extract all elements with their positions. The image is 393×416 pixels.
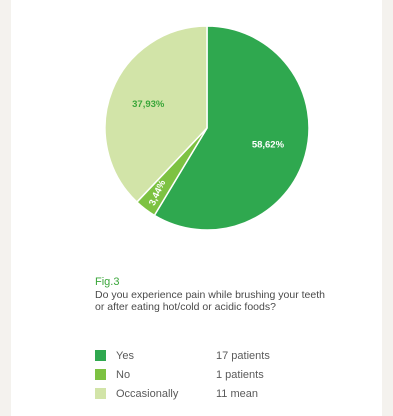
legend-count-no: 1 patients [216, 368, 264, 381]
pie-slice-yes [153, 25, 310, 231]
survey-question: Do you experience pain while brushing yo… [95, 289, 325, 313]
figure-card: 58,62% 3,44% 37,93% Fig.3 Do you experienc… [11, 0, 382, 416]
legend-label-occasionally: Occasionally [116, 387, 179, 400]
pie-label-yes: 58,62% [252, 139, 285, 150]
legend-label-no: No [116, 368, 131, 381]
legend-swatch-no [95, 369, 106, 380]
figure-label: Fig.3 [95, 276, 120, 288]
legend-count-occasionally: 11 mean [216, 387, 258, 400]
legend-count-yes: 17 patients [216, 349, 270, 362]
legend-swatch-occasionally [95, 388, 106, 399]
legend-item-occasionally: Occasionally 11 mean [95, 384, 325, 403]
legend-item-yes: Yes 17 patients [95, 346, 325, 365]
legend-item-no: No 1 patients [95, 365, 325, 384]
legend-swatch-yes [95, 350, 106, 361]
pie-label-occasionally: 37,93% [132, 99, 165, 110]
legend: Yes 17 patients No 1 patients Occasional… [95, 346, 325, 403]
pie-chart: 58,62%3,44%37,93% [104, 25, 310, 231]
pie-slice-occasionally [104, 25, 208, 204]
legend-label-yes: Yes [116, 349, 134, 362]
